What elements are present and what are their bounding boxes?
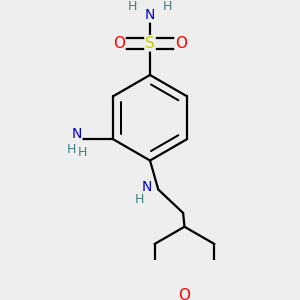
- Text: S: S: [145, 36, 155, 51]
- Text: H: H: [67, 143, 76, 156]
- Text: O: O: [113, 36, 125, 51]
- Text: N: N: [71, 127, 82, 141]
- Text: O: O: [178, 288, 190, 300]
- Text: H: H: [135, 193, 144, 206]
- Text: N: N: [145, 8, 155, 22]
- Text: N: N: [142, 180, 152, 194]
- Text: O: O: [175, 36, 187, 51]
- Text: H: H: [78, 146, 87, 159]
- Text: H: H: [162, 0, 172, 13]
- Text: H: H: [128, 0, 138, 13]
